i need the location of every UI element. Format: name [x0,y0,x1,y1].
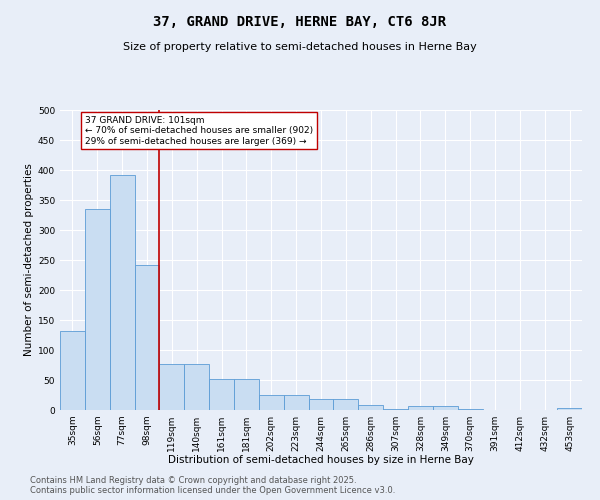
Bar [234,380,259,410]
Y-axis label: Number of semi-detached properties: Number of semi-detached properties [24,164,34,356]
Bar [134,266,160,410]
Bar [557,408,582,410]
Bar [160,364,184,410]
Text: Contains HM Land Registry data © Crown copyright and database right 2025.
Contai: Contains HM Land Registry data © Crown c… [30,476,395,495]
Bar [334,399,358,410]
Bar [209,380,234,410]
Bar [60,332,85,410]
Bar [110,175,134,410]
Text: 37, GRAND DRIVE, HERNE BAY, CT6 8JR: 37, GRAND DRIVE, HERNE BAY, CT6 8JR [154,15,446,29]
Bar [85,209,110,410]
Text: Size of property relative to semi-detached houses in Herne Bay: Size of property relative to semi-detach… [123,42,477,52]
Text: 37 GRAND DRIVE: 101sqm
← 70% of semi-detached houses are smaller (902)
29% of se: 37 GRAND DRIVE: 101sqm ← 70% of semi-det… [85,116,313,146]
Bar [308,399,334,410]
Bar [284,395,308,410]
Bar [358,405,383,410]
Bar [184,364,209,410]
Bar [433,406,458,410]
Bar [408,406,433,410]
X-axis label: Distribution of semi-detached houses by size in Herne Bay: Distribution of semi-detached houses by … [168,456,474,466]
Bar [259,395,284,410]
